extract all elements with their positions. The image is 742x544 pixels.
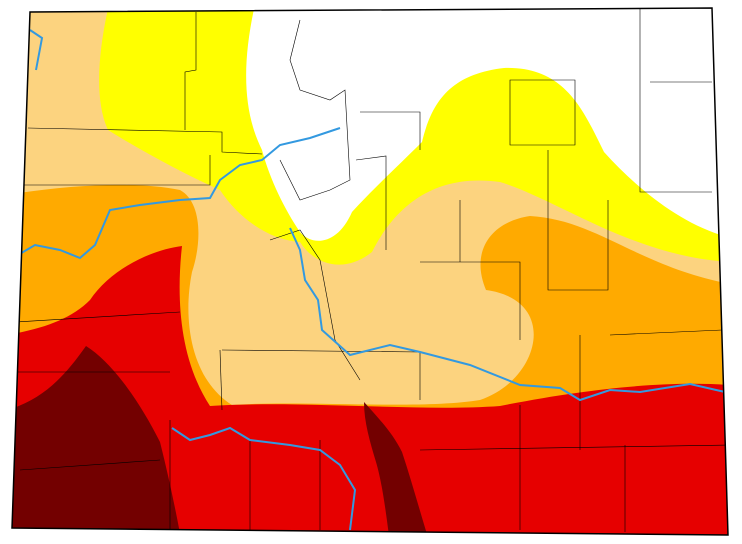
rivers xyxy=(17,29,726,531)
extreme-drought-region xyxy=(12,346,182,535)
county-lines xyxy=(14,8,728,532)
severe-drought-region xyxy=(12,246,728,535)
extreme-drought-region xyxy=(364,402,430,535)
state-border xyxy=(11,7,729,536)
no-drought-region xyxy=(246,8,728,241)
